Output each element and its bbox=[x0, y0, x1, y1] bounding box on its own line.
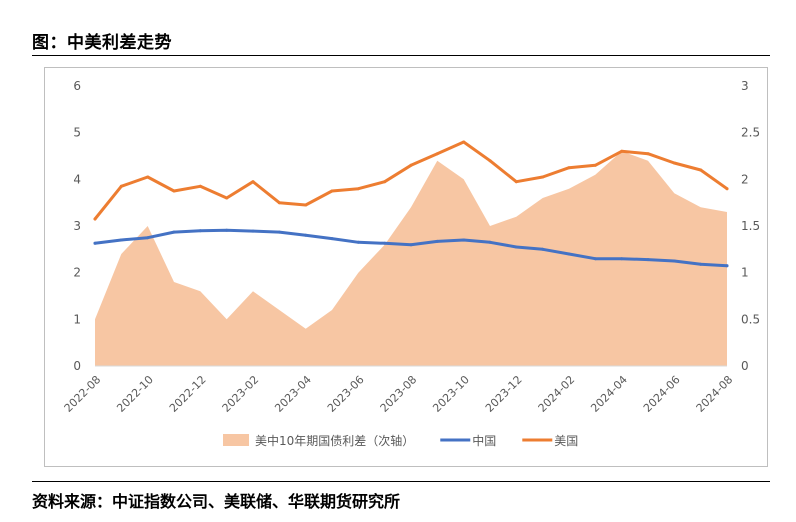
y-right-tick-label: 1.5 bbox=[741, 219, 760, 233]
x-tick-label: 2023-10 bbox=[430, 373, 472, 415]
x-tick-label: 2023-04 bbox=[272, 373, 314, 415]
y-left-tick-label: 3 bbox=[73, 219, 81, 233]
data-point-us bbox=[514, 180, 518, 184]
y-right-tick-label: 0.5 bbox=[741, 312, 760, 326]
data-point-china bbox=[251, 229, 255, 233]
data-point-china bbox=[567, 252, 571, 256]
data-point-us bbox=[699, 168, 703, 172]
data-point-us bbox=[646, 152, 650, 156]
x-tick-label: 2024-06 bbox=[641, 373, 683, 415]
data-point-us bbox=[277, 201, 281, 205]
data-point-us bbox=[119, 184, 123, 188]
y-right-tick-label: 1 bbox=[741, 266, 749, 280]
x-tick-label: 2022-10 bbox=[114, 373, 156, 415]
data-point-china bbox=[725, 264, 729, 268]
x-tick-label: 2022-08 bbox=[62, 373, 104, 415]
footer-divider bbox=[32, 481, 770, 482]
chart-frame: 0 1 2 3 4 5 6 0 0.5 1 1.5 2 2.5 3 2022-08 2022-10 2022-1… bbox=[44, 67, 768, 467]
data-point-china bbox=[488, 240, 492, 244]
x-tick-label: 2024-04 bbox=[588, 373, 630, 415]
y-left-tick-label: 6 bbox=[73, 79, 81, 93]
legend: 美中10年期国债利差（次轴） 中国 美国 bbox=[223, 433, 578, 448]
x-tick-label: 2023-02 bbox=[220, 373, 262, 415]
data-point-us bbox=[462, 140, 466, 144]
data-point-china bbox=[699, 262, 703, 266]
data-point-us bbox=[620, 149, 624, 153]
data-point-china bbox=[672, 259, 676, 263]
data-point-us bbox=[172, 189, 176, 193]
data-point-china bbox=[119, 238, 123, 242]
title-divider bbox=[32, 55, 770, 56]
data-point-china bbox=[225, 228, 229, 232]
data-point-china bbox=[304, 233, 308, 237]
data-point-china bbox=[93, 241, 97, 245]
source-note: 资料来源：中证指数公司、美联储、华联期货研究所 bbox=[32, 492, 401, 511]
data-point-china bbox=[620, 257, 624, 261]
page-title: 图：中美利差走势 bbox=[32, 33, 172, 53]
data-point-china bbox=[172, 230, 176, 234]
x-tick-label: 2023-06 bbox=[325, 373, 367, 415]
y-right-tick-label: 0 bbox=[741, 359, 749, 373]
data-point-china bbox=[383, 241, 387, 245]
data-point-us bbox=[567, 166, 571, 170]
data-point-china bbox=[462, 238, 466, 242]
data-point-china bbox=[541, 247, 545, 251]
data-point-us bbox=[225, 196, 229, 200]
data-point-china bbox=[514, 245, 518, 249]
y-left-tick-label: 0 bbox=[73, 359, 81, 373]
data-point-us bbox=[330, 189, 334, 193]
spread-area-layer bbox=[94, 151, 728, 366]
data-point-us bbox=[93, 217, 97, 221]
y-left-tick-label: 1 bbox=[73, 312, 81, 326]
y-right-tick-label: 2.5 bbox=[741, 126, 760, 140]
data-point-china bbox=[593, 257, 597, 261]
data-point-us bbox=[541, 175, 545, 179]
x-tick-label: 2024-02 bbox=[536, 373, 578, 415]
legend-label: 中国 bbox=[472, 433, 496, 448]
x-tick-label: 2022-12 bbox=[167, 373, 209, 415]
data-point-us bbox=[383, 180, 387, 184]
data-point-china bbox=[277, 230, 281, 234]
data-point-china bbox=[198, 229, 202, 233]
x-tick-label: 2023-08 bbox=[378, 373, 420, 415]
data-point-china bbox=[646, 258, 650, 262]
data-point-us bbox=[304, 203, 308, 207]
data-point-china bbox=[435, 239, 439, 243]
y-right-tick-label: 3 bbox=[741, 79, 749, 93]
data-point-china bbox=[330, 237, 334, 241]
x-tick-label: 2023-12 bbox=[483, 373, 525, 415]
chart-svg: 0 1 2 3 4 5 6 0 0.5 1 1.5 2 2.5 3 2022-08 2022-10 2022-1… bbox=[62, 79, 760, 448]
data-point-us bbox=[725, 187, 729, 191]
x-tick-label: 2024-08 bbox=[694, 373, 736, 415]
data-point-us bbox=[146, 175, 150, 179]
data-point-us bbox=[488, 159, 492, 163]
data-point-us bbox=[356, 187, 360, 191]
data-point-us bbox=[409, 163, 413, 167]
y-right-tick-label: 2 bbox=[741, 172, 749, 186]
data-point-us bbox=[251, 180, 255, 184]
legend-label: 美中10年期国债利差（次轴） bbox=[255, 433, 414, 448]
line-layer bbox=[93, 140, 729, 268]
y-left-tick-label: 2 bbox=[73, 266, 81, 280]
data-point-us bbox=[198, 184, 202, 188]
data-point-china bbox=[356, 240, 360, 244]
legend-label: 美国 bbox=[554, 434, 578, 448]
data-point-china bbox=[146, 236, 150, 240]
data-point-us bbox=[672, 161, 676, 165]
series-area-spread bbox=[95, 151, 727, 366]
data-point-us bbox=[435, 152, 439, 156]
data-point-us bbox=[593, 163, 597, 167]
legend-swatch-spread bbox=[223, 434, 249, 446]
data-point-china bbox=[409, 243, 413, 247]
y-left-tick-label: 4 bbox=[73, 172, 81, 186]
y-left-tick-label: 5 bbox=[73, 126, 81, 140]
